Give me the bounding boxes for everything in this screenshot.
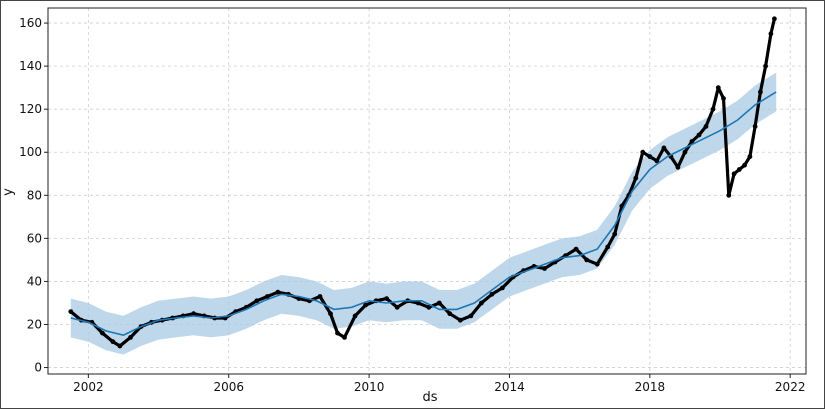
y-tick-label: 140	[19, 59, 42, 73]
observed-point	[736, 167, 742, 172]
observed-point	[584, 257, 590, 263]
y-tick-label: 60	[27, 231, 42, 245]
observed-point	[689, 139, 695, 144]
observed-point	[100, 330, 105, 336]
observed-point	[384, 296, 389, 301]
observed-point	[117, 343, 123, 349]
observed-point	[605, 244, 611, 250]
x-tick-label: 2018	[635, 380, 666, 394]
observed-point	[447, 311, 453, 317]
observed-point	[110, 339, 116, 345]
observed-point	[542, 266, 547, 271]
x-tick-label: 2014	[494, 380, 525, 394]
observed-point	[682, 149, 688, 155]
observed-point	[264, 294, 270, 299]
observed-point	[191, 311, 197, 317]
observed-point	[640, 149, 646, 155]
plot-area-border	[47, 7, 807, 375]
uncertainty-band-group	[70, 72, 777, 355]
observed-point	[768, 31, 774, 37]
y-tick-label: 100	[19, 145, 42, 159]
observed-point	[647, 154, 653, 160]
observed-point	[696, 132, 702, 138]
observed-point	[731, 171, 737, 177]
observed-point	[726, 192, 732, 198]
observed-point	[363, 302, 368, 308]
observed-point	[479, 300, 484, 306]
y-tick-label: 80	[27, 188, 42, 202]
observed-point	[715, 85, 721, 91]
observed-point	[703, 124, 709, 129]
observed-point	[763, 63, 768, 69]
x-tick-label: 2006	[213, 380, 244, 394]
observed-point	[500, 285, 505, 291]
observed-point	[752, 124, 758, 129]
observed-point	[457, 317, 463, 323]
observed-point	[594, 261, 600, 267]
observed-point	[742, 162, 747, 168]
observed-point	[254, 298, 260, 304]
observed-point	[654, 158, 660, 164]
observed-point	[772, 16, 777, 22]
observed-point	[633, 175, 639, 181]
observed-point	[675, 164, 681, 170]
forecast-line-group	[70, 91, 777, 337]
observed-point	[721, 96, 726, 101]
observed-point	[335, 330, 340, 336]
forecast-line	[70, 91, 777, 337]
axes-group: 2002 2006 2010 2014 2018 2022 0 20 40 60 80 100 120 1…	[19, 7, 807, 394]
observed-point	[758, 89, 763, 95]
observed-point	[612, 231, 618, 237]
observed-point	[436, 300, 442, 306]
observed-point	[275, 289, 281, 295]
observed-point	[342, 335, 347, 340]
x-tick-label: 2022	[775, 380, 806, 394]
y-tick-label: 20	[27, 317, 42, 331]
y-tick-label: 40	[27, 274, 42, 288]
y-tick-label: 160	[19, 16, 42, 30]
x-tick-label: 2010	[354, 380, 385, 394]
observed-point	[747, 154, 753, 160]
observed-point	[415, 300, 421, 306]
observed-point	[573, 246, 579, 252]
observed-point	[661, 145, 667, 151]
y-tick-label: 0	[34, 361, 42, 375]
uncertainty-band	[70, 72, 777, 355]
observed-point	[710, 106, 716, 112]
observed-point	[328, 311, 333, 317]
observed-point	[489, 291, 495, 297]
y-axis-title: y	[1, 188, 16, 196]
observed-point	[128, 335, 133, 340]
observed-point	[394, 304, 400, 310]
observed-point	[352, 313, 358, 319]
grid-lines	[48, 8, 806, 374]
x-axis-title: ds	[422, 390, 437, 405]
y-tick-label: 120	[19, 102, 42, 116]
observed-point	[68, 309, 74, 314]
observed-point	[317, 294, 323, 299]
observed-point	[468, 313, 474, 319]
observed-point	[619, 203, 625, 209]
x-tick-label: 2002	[73, 380, 104, 394]
observed-point	[426, 304, 432, 310]
